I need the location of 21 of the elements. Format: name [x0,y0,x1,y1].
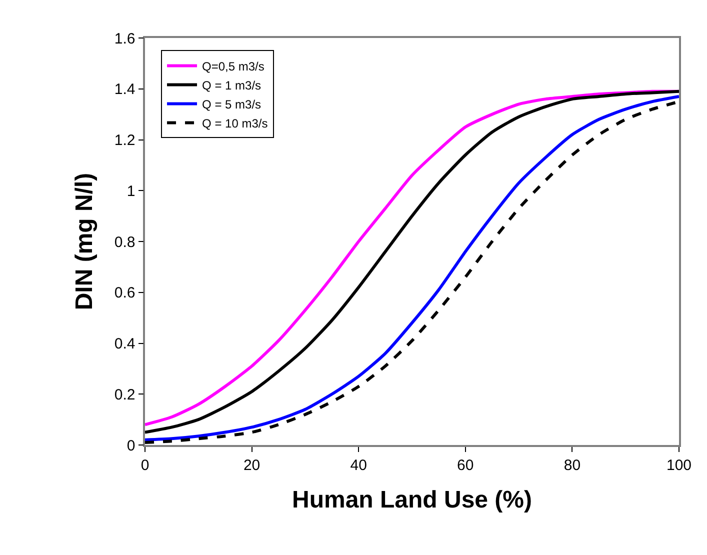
x-axis-title: Human Land Use (%) [292,486,532,514]
y-tick-label: 0.8 [114,234,136,251]
legend-label: Q=0,5 m3/s [202,59,264,74]
y-tick-label: 1 [126,182,136,200]
legend-label: Q = 5 m3/s [202,97,262,112]
y-tick-label: 0 [126,437,136,454]
x-tick-label: 80 [564,456,581,474]
y-tick-label: 0.2 [114,386,136,404]
x-tick-label: 20 [243,456,260,474]
legend-label: Q = 10 m3/s [202,116,268,130]
y-tick-label: 0.4 [114,336,136,352]
y-tick-label: 1.2 [114,132,136,149]
x-tick-label: 100 [666,456,692,474]
y-axis-title: DIN (mg N/l) [70,172,98,310]
x-tick-label: 60 [457,456,474,474]
y-tick-label: 0.6 [114,284,136,302]
y-tick-label: 1.6 [114,30,136,48]
legend-label: Q = 1 m3/s [202,78,262,92]
x-tick-label: 40 [350,456,367,474]
x-tick-label: 0 [140,456,150,474]
y-tick-label: 1.4 [114,81,136,98]
